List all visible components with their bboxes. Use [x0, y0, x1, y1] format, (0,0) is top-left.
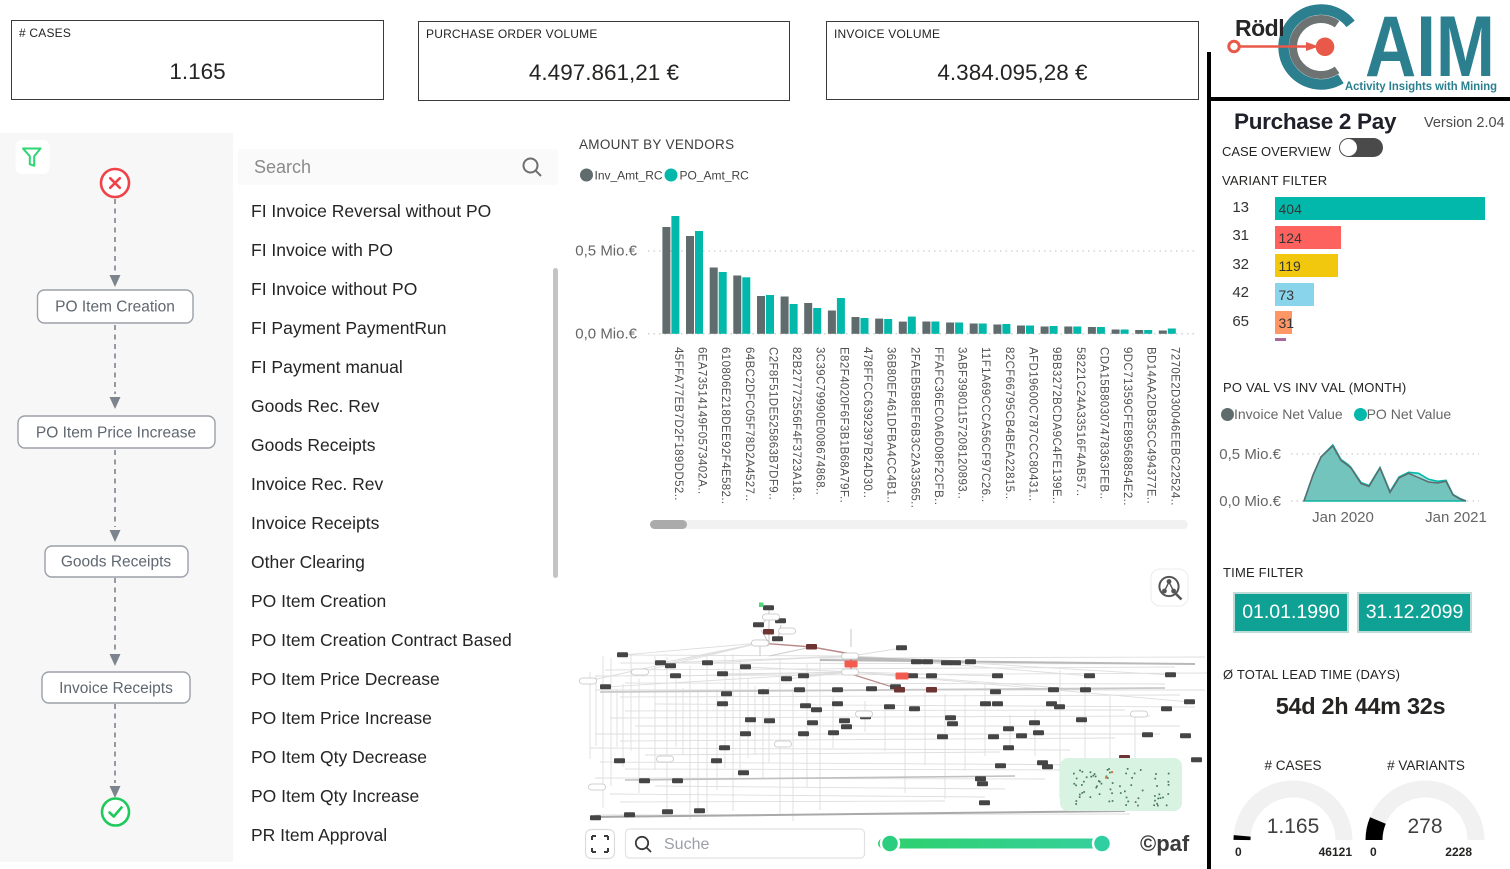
svg-text:2FAEB5B8EF6B3C2A33565..: 2FAEB5B8EF6B3C2A33565..: [908, 347, 920, 508]
svg-text:PO Item Price Increase: PO Item Price Increase: [36, 425, 196, 442]
svg-text:C2F8F51DE525863B7DF9..: C2F8F51DE525863B7DF9..: [767, 347, 779, 500]
svg-text:278: 278: [1407, 815, 1442, 838]
svg-text:Invoice Receipts: Invoice Receipts: [59, 680, 173, 697]
svg-text:Activity Insights with Mining: Activity Insights with Mining: [1345, 79, 1497, 93]
svg-text:Goods Receipts: Goods Receipts: [61, 554, 172, 571]
svg-text:2228: 2228: [1445, 845, 1472, 859]
svg-text:©paf: ©paf: [1140, 831, 1190, 856]
svg-text:64BC2DFC05F78D2A4527..: 64BC2DFC05F78D2A4527..: [743, 347, 755, 502]
svg-text:82B27772556F4F3723A18..: 82B27772556F4F3723A18..: [790, 347, 802, 501]
svg-text:Jan 2020: Jan 2020: [1312, 509, 1374, 526]
svg-text:BD14AA2DB35CC494377E..: BD14AA2DB35CC494377E..: [1145, 347, 1157, 504]
svg-text:6EA73514149F0573402A..: 6EA73514149F0573402A..: [696, 347, 708, 495]
svg-text:3ABF39801157208120893..: 3ABF39801157208120893..: [956, 347, 968, 499]
svg-text:7270E2D30046EEBC22524..: 7270E2D30046EEBC22524..: [1168, 347, 1180, 506]
svg-text:Suche: Suche: [664, 836, 709, 853]
svg-text:CDA15B80307478363FEB..: CDA15B80307478363FEB..: [1097, 347, 1109, 500]
svg-text:45FFA77EB7D2F189DD52..: 45FFA77EB7D2F189DD52..: [672, 347, 684, 501]
svg-text:9BB3272BCDA9C4FE139E..: 9BB3272BCDA9C4FE139E..: [1050, 347, 1062, 504]
svg-text:Rödl: Rödl: [1235, 15, 1284, 41]
svg-text:FFAFC36EC0A6D08F2CFB..: FFAFC36EC0A6D08F2CFB..: [932, 347, 944, 505]
svg-text:3C39C79990E008674868..: 3C39C79990E008674868..: [814, 347, 826, 495]
svg-text:58221C24A33516F4AB57..: 58221C24A33516F4AB57..: [1074, 347, 1086, 496]
svg-text:Jan 2021: Jan 2021: [1425, 509, 1487, 526]
svg-text:9DC71359CFE89568854E2..: 9DC71359CFE89568854E2..: [1121, 347, 1133, 506]
svg-text:0,0 Mio.€: 0,0 Mio.€: [575, 326, 637, 343]
svg-text:0: 0: [1370, 845, 1377, 859]
svg-text:0,5 Mio.€: 0,5 Mio.€: [575, 243, 637, 260]
svg-text:AIM: AIM: [1365, 0, 1495, 95]
svg-text:E82F4020F6F3B1B68A79F..: E82F4020F6F3B1B68A79F..: [837, 347, 849, 503]
svg-text:1.165: 1.165: [1267, 815, 1320, 838]
svg-text:610806E218DEE92F4E582..: 610806E218DEE92F4E582..: [719, 347, 731, 505]
svg-text:AMOUNT BY VENDORS: AMOUNT BY VENDORS: [579, 137, 734, 152]
svg-text:11F1A69CCCA56CF97C26..: 11F1A69CCCA56CF97C26..: [979, 347, 991, 503]
svg-text:46121: 46121: [1319, 845, 1353, 859]
svg-text:0,0 Mio.€: 0,0 Mio.€: [1219, 493, 1281, 510]
svg-text:PO Item Creation: PO Item Creation: [55, 299, 175, 316]
svg-text:PO_Amt_RC: PO_Amt_RC: [680, 169, 750, 183]
svg-text:82CF66795CB4BEA22815..: 82CF66795CB4BEA22815..: [1003, 347, 1015, 500]
svg-text:36B80EF461DFBA4CC4B1..: 36B80EF461DFBA4CC4B1..: [885, 347, 897, 503]
svg-text:0: 0: [1235, 845, 1242, 859]
svg-text:0,5 Mio.€: 0,5 Mio.€: [1219, 446, 1281, 463]
svg-text:Inv_Amt_RC: Inv_Amt_RC: [595, 169, 663, 183]
svg-text:AFD19600C787CCC80431..: AFD19600C787CCC80431..: [1027, 347, 1039, 502]
svg-text:478FFCC6392397B24D30..: 478FFCC6392397B24D30..: [861, 347, 873, 498]
